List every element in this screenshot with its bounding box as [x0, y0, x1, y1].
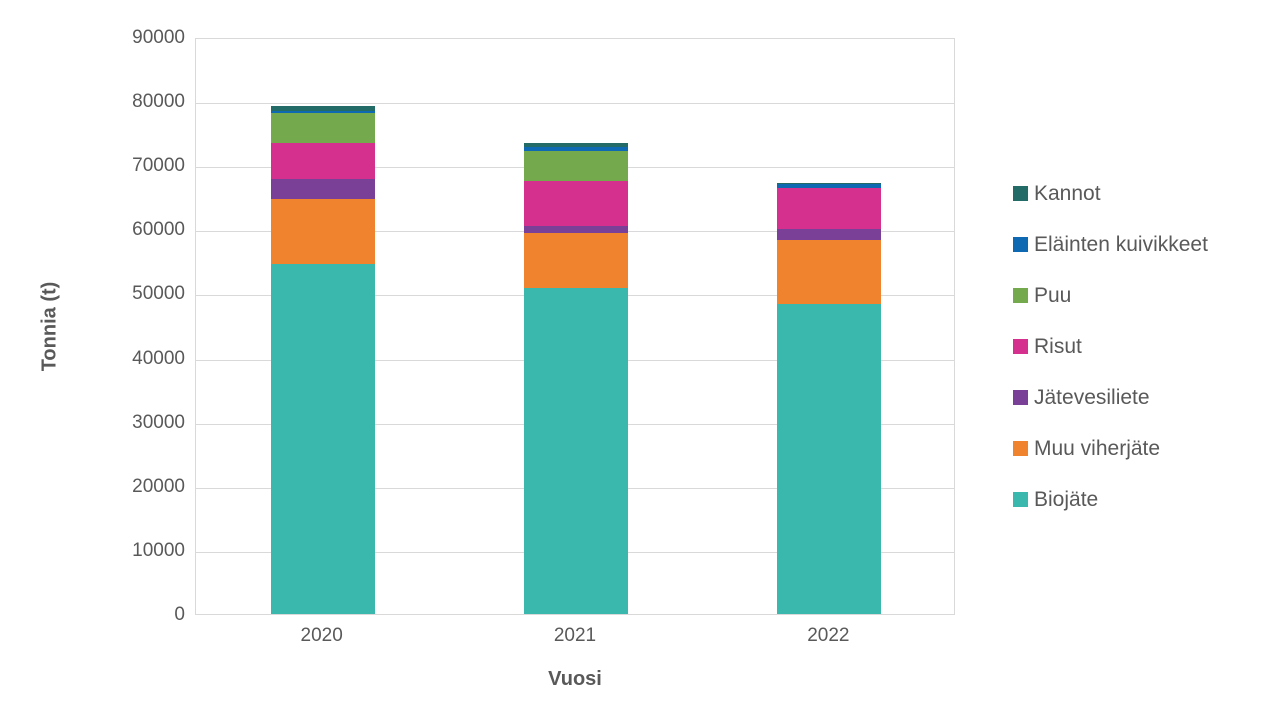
legend-label: Risut — [1034, 334, 1082, 358]
x-tick-label-2020: 2020 — [300, 625, 343, 646]
bar-segment-2022-Biojäte — [777, 303, 882, 614]
bar-segment-2022-Jätevesiliete — [777, 229, 882, 241]
x-axis-title: Vuosi — [548, 668, 602, 690]
legend-label: Muu viherjäte — [1034, 436, 1161, 460]
bar-2022 — [777, 183, 882, 614]
bar-2020 — [270, 105, 375, 614]
legend-swatch-icon — [1013, 390, 1028, 405]
legend-item-Kannot: Kannot — [1013, 168, 1208, 219]
legend-swatch-icon — [1013, 441, 1028, 456]
bar-segment-2020-Muu viherjäte — [270, 198, 375, 264]
bar-segment-2020-Kannot — [270, 105, 375, 111]
legend-swatch-icon — [1013, 492, 1028, 507]
y-tick-label: 50000 — [132, 283, 185, 305]
y-axis-title-text: Tonnia (t) — [38, 281, 61, 372]
y-tick-label: 80000 — [132, 91, 185, 113]
plot-area — [195, 38, 955, 615]
legend-item-Jätevesiliete: Jätevesiliete — [1013, 372, 1208, 423]
legend-swatch-icon — [1013, 186, 1028, 201]
bar-segment-2022-Muu viherjäte — [777, 240, 882, 304]
chart-legend: Kannot Eläinten kuivikkeet Puu Risut Jäteves… — [1013, 168, 1208, 525]
bar-segment-2021-Eläinten kuivikkeet — [524, 146, 628, 152]
y-tick-label: 40000 — [132, 347, 185, 369]
bar-segment-2022-Eläinten kuivikkeet — [777, 184, 882, 189]
legend-item-Muu viherjäte: Muu viherjäte — [1013, 423, 1208, 474]
y-axis-title: Tonnia (t) — [30, 38, 70, 615]
bar-segment-2020-Eläinten kuivikkeet — [270, 110, 375, 113]
legend-label: Eläinten kuivikkeet — [1034, 232, 1208, 256]
legend-label: Kannot — [1034, 181, 1101, 205]
legend-item-Biojäte: Biojäte — [1013, 474, 1208, 525]
bar-segment-2022-Risut — [777, 188, 882, 230]
y-tick-label: 90000 — [132, 27, 185, 48]
legend-swatch-icon — [1013, 339, 1028, 354]
y-tick-label: 70000 — [132, 155, 185, 177]
y-tick-label: 10000 — [132, 539, 185, 561]
bar-segment-2020-Biojäte — [270, 263, 375, 614]
bar-segment-2021-Kannot — [524, 142, 628, 147]
bar-segment-2021-Muu viherjäte — [524, 233, 628, 289]
bar-segment-2021-Puu — [524, 151, 628, 181]
y-tick-label: 20000 — [132, 475, 185, 497]
y-tick-label: 30000 — [132, 411, 185, 433]
legend-label: Biojäte — [1034, 487, 1099, 511]
bar-2021 — [524, 142, 628, 614]
legend-item-Eläinten kuivikkeet: Eläinten kuivikkeet — [1013, 219, 1208, 270]
bar-segment-2020-Jätevesiliete — [270, 178, 375, 199]
bar-segment-2021-Risut — [524, 180, 628, 226]
bar-segment-2021-Biojäte — [524, 288, 628, 614]
bar-segment-2020-Puu — [270, 112, 375, 143]
y-tick-label: 0 — [174, 604, 185, 625]
legend-label: Jätevesiliete — [1034, 385, 1150, 409]
gridline — [196, 103, 954, 105]
y-tick-label: 60000 — [132, 219, 185, 241]
legend-item-Risut: Risut — [1013, 321, 1208, 372]
legend-swatch-icon — [1013, 288, 1028, 303]
legend-item-Puu: Puu — [1013, 270, 1208, 321]
bar-segment-2020-Risut — [270, 142, 375, 179]
x-tick-label-2022: 2022 — [807, 625, 850, 646]
legend-swatch-icon — [1013, 237, 1028, 252]
legend-label: Puu — [1034, 283, 1072, 307]
x-tick-label-2021: 2021 — [553, 625, 597, 646]
bar-segment-2022-Kannot — [777, 183, 882, 185]
bar-segment-2021-Jätevesiliete — [524, 225, 628, 234]
